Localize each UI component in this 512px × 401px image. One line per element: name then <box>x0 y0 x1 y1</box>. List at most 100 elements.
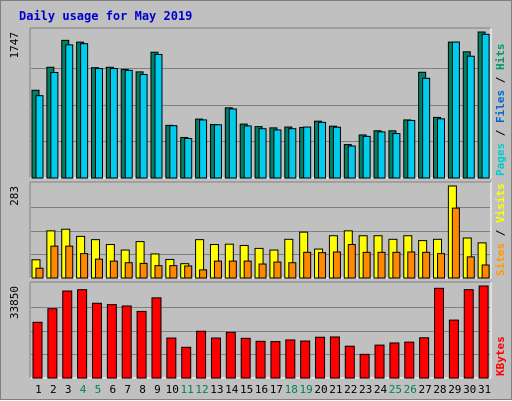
y-max-label-1: 1747 <box>8 32 21 59</box>
kbytes-bar-21 <box>329 336 340 379</box>
pages-bar-7 <box>124 69 133 179</box>
y-max-label-3: 33850 <box>8 286 21 319</box>
pages-bar-3 <box>65 44 74 179</box>
day-label-5: 5 <box>95 383 102 396</box>
legend-separator: / <box>494 123 507 143</box>
kbytes-bar-20 <box>315 336 326 379</box>
y-max-label-2: 283 <box>8 186 21 206</box>
pages-bar-4 <box>80 43 89 179</box>
kbytes-bar-24 <box>374 344 385 379</box>
legend-pages: Pages <box>494 143 507 176</box>
legend-files: Files <box>494 90 507 123</box>
sites-bar-12 <box>199 269 208 279</box>
pages-bar-20 <box>318 121 327 179</box>
chart-title: Daily usage for May 2019 <box>19 9 192 23</box>
sites-bar-8 <box>139 262 148 279</box>
sites-bar-23 <box>362 251 371 279</box>
kbytes-bar-19 <box>300 340 311 379</box>
sites-bar-28 <box>437 253 446 279</box>
day-label-24: 24 <box>374 383 388 396</box>
kbytes-bar-13 <box>210 337 221 379</box>
legend-kbytes: KBytes <box>494 336 507 376</box>
sites-bar-16 <box>258 263 267 279</box>
pages-bar-11 <box>184 137 193 179</box>
day-label-11: 11 <box>181 383 194 396</box>
sites-bar-26 <box>407 251 416 279</box>
pages-bar-15 <box>243 125 252 179</box>
sites-bar-14 <box>228 260 237 279</box>
day-label-14: 14 <box>225 383 239 396</box>
kbytes-bar-31 <box>478 285 489 379</box>
sites-bar-9 <box>154 265 163 279</box>
day-label-15: 15 <box>240 383 253 396</box>
kbytes-bar-11 <box>181 346 192 379</box>
pages-bar-27 <box>422 77 431 179</box>
sites-bar-11 <box>184 265 193 279</box>
day-label-17: 17 <box>270 383 283 396</box>
sites-bar-7 <box>124 262 133 279</box>
pages-bar-12 <box>199 119 208 179</box>
legend-3: KBytes <box>494 336 507 376</box>
kbytes-bar-16 <box>255 340 266 379</box>
pages-bar-30 <box>466 55 475 179</box>
sites-bar-27 <box>422 251 431 279</box>
pages-bar-8 <box>139 74 148 179</box>
day-label-6: 6 <box>109 383 116 396</box>
kbytes-bar-23 <box>359 353 370 379</box>
day-label-19: 19 <box>299 383 312 396</box>
day-label-2: 2 <box>50 383 57 396</box>
kbytes-bar-29 <box>448 319 459 379</box>
pages-bar-6 <box>109 68 118 179</box>
sites-bar-24 <box>377 251 386 279</box>
legend-separator: / <box>494 223 507 243</box>
day-label-22: 22 <box>344 383 357 396</box>
pages-bar-21 <box>332 126 341 179</box>
kbytes-bar-27 <box>419 337 430 379</box>
pages-bar-9 <box>154 53 163 179</box>
day-label-12: 12 <box>195 383 208 396</box>
kbytes-bar-22 <box>344 345 355 379</box>
sites-bar-6 <box>109 260 118 279</box>
day-label-3: 3 <box>65 383 72 396</box>
day-label-26: 26 <box>404 383 417 396</box>
pages-bar-25 <box>392 133 401 179</box>
sites-bar-29 <box>451 207 460 279</box>
day-label-28: 28 <box>433 383 446 396</box>
kbytes-bar-4 <box>77 289 88 379</box>
kbytes-bar-3 <box>62 290 73 379</box>
day-label-27: 27 <box>418 383 431 396</box>
day-label-25: 25 <box>389 383 402 396</box>
sites-bar-1 <box>35 267 44 279</box>
legend-separator: / <box>494 70 507 90</box>
sites-bar-18 <box>288 262 297 279</box>
kbytes-bar-10 <box>166 337 177 379</box>
pages-bar-18 <box>288 128 297 179</box>
legend-visits: Visits <box>494 183 507 223</box>
day-label-23: 23 <box>359 383 372 396</box>
pages-bar-26 <box>407 119 416 179</box>
pages-bar-31 <box>481 33 490 179</box>
day-label-1: 1 <box>35 383 42 396</box>
sites-bar-31 <box>481 264 490 279</box>
sites-bar-3 <box>65 245 74 279</box>
pages-bar-16 <box>258 128 267 179</box>
kbytes-bar-2 <box>47 308 58 379</box>
day-label-10: 10 <box>166 383 179 396</box>
pages-bar-10 <box>169 125 178 179</box>
sites-bar-10 <box>169 265 178 279</box>
kbytes-bar-26 <box>404 341 415 379</box>
legend-1: Pages / Files / Hits <box>494 44 507 177</box>
day-label-8: 8 <box>139 383 146 396</box>
pages-bar-23 <box>362 135 371 179</box>
sites-bar-4 <box>80 253 89 279</box>
day-label-29: 29 <box>448 383 461 396</box>
pages-bar-22 <box>347 145 356 179</box>
sites-bar-21 <box>332 251 341 279</box>
kbytes-bar-17 <box>270 341 281 379</box>
kbytes-bar-5 <box>91 302 102 379</box>
pages-bar-28 <box>437 118 446 179</box>
kbytes-bar-18 <box>285 339 296 379</box>
pages-bar-5 <box>94 68 103 179</box>
day-label-16: 16 <box>255 383 268 396</box>
